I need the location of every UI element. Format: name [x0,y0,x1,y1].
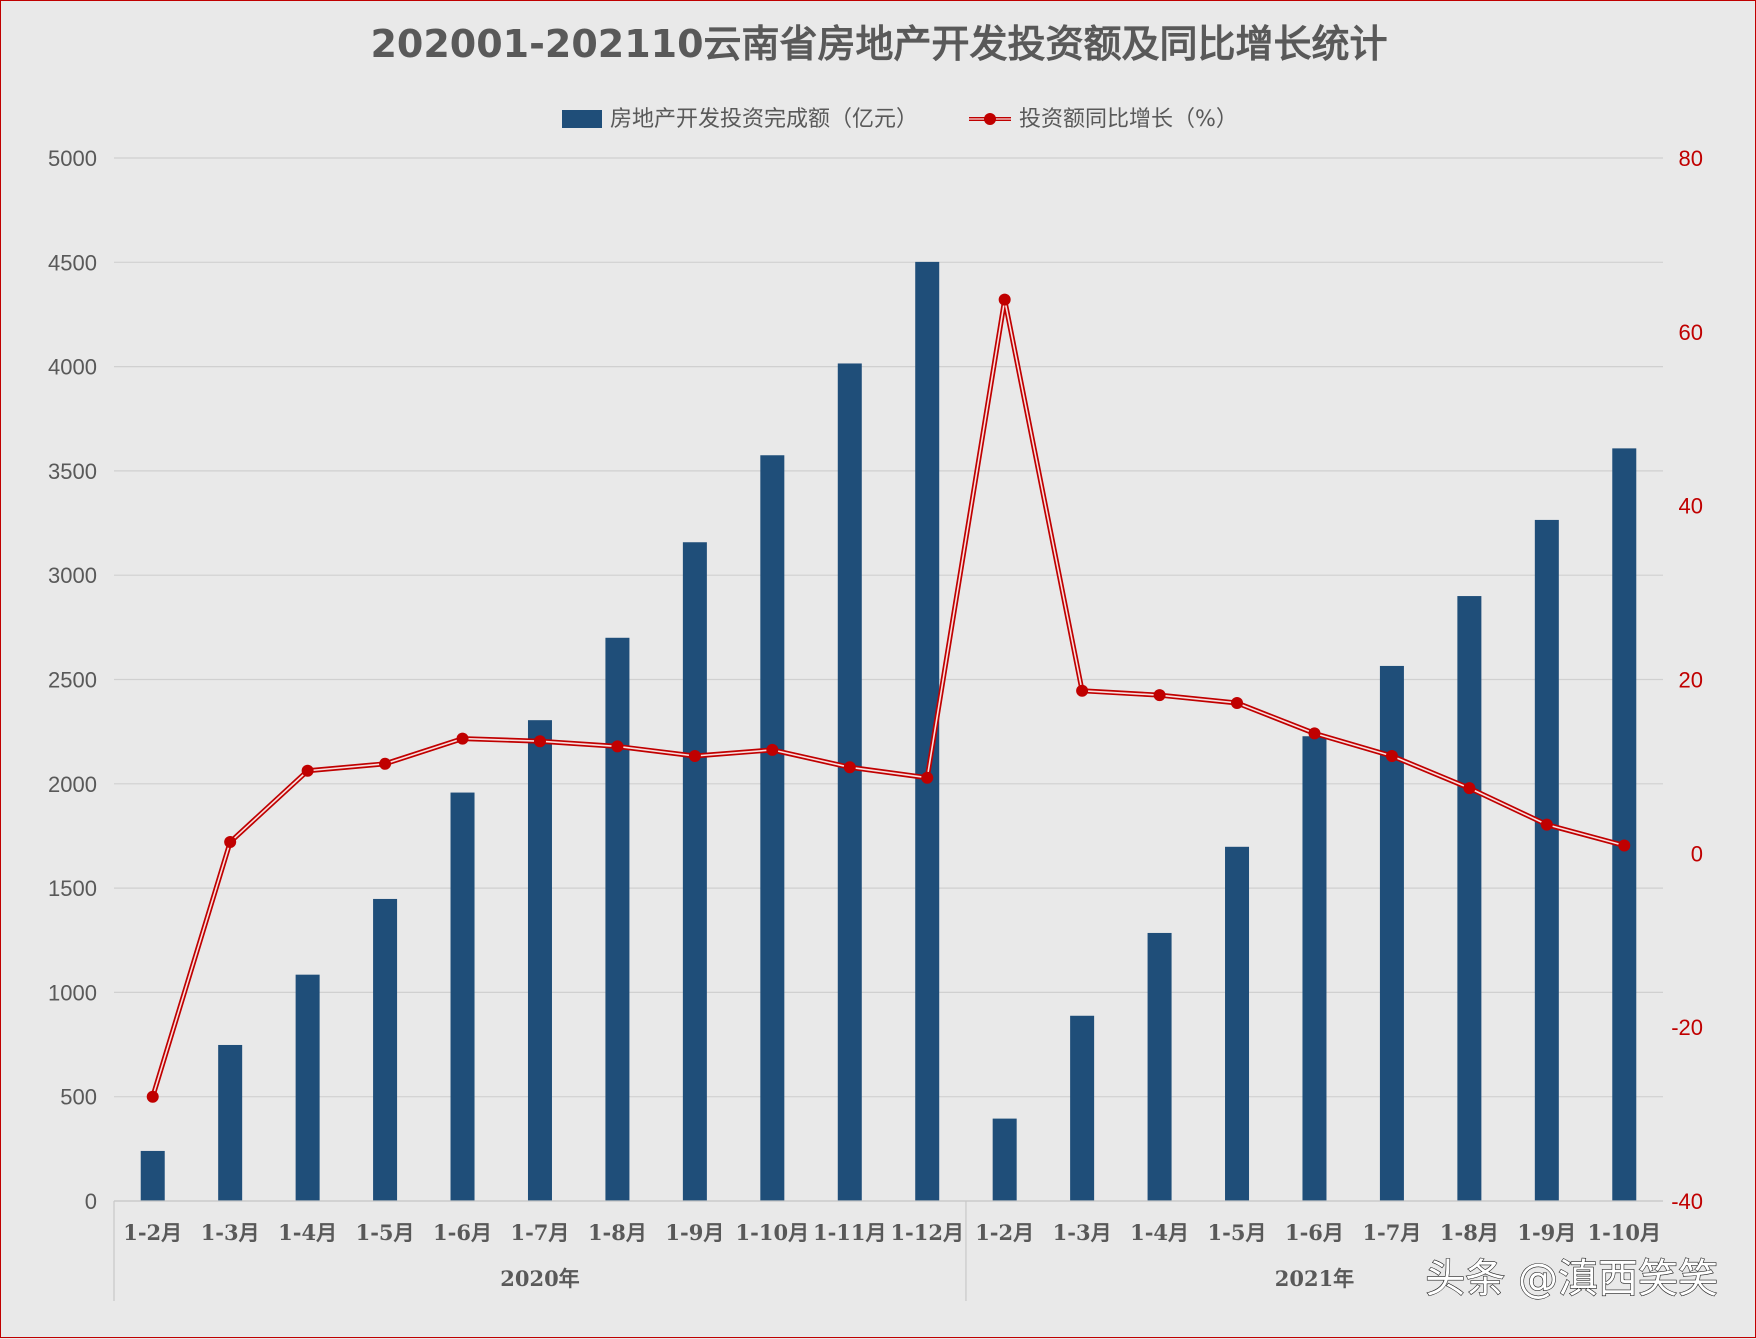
left-tick-label: 4000 [48,355,97,380]
category-label: 1-2月 [975,1220,1034,1245]
left-tick-label: 4500 [48,250,97,275]
bar [1147,932,1172,1201]
category-label: 1-5月 [1208,1220,1267,1245]
line-point [1153,689,1166,702]
left-tick-label: 2500 [48,668,97,693]
category-label: 1-11月 [813,1220,887,1245]
right-tick-label: 40 [1679,494,1703,519]
line-point [1231,696,1244,709]
bar [1225,846,1250,1201]
line-point [224,836,237,849]
left-tick-label: 3000 [48,563,97,588]
category-label: 1-10月 [736,1220,810,1245]
category-label: 1-3月 [201,1220,260,1245]
bar [1070,1015,1095,1201]
category-label: 1-5月 [356,1220,415,1245]
category-label: 1-3月 [1053,1220,1112,1245]
line-point [533,735,546,748]
category-label: 1-9月 [1517,1220,1576,1245]
bar-series [140,261,1637,1201]
line-point [921,771,934,784]
x-axis: 1-2月 1-3月 1-4月 1-5月 1-6月 1-7月 1-8月 1-9月 1-10月 1-1… [113,1200,1663,1301]
category-label: 1-6月 [1285,1220,1344,1245]
bar [1612,448,1637,1201]
line-point [688,749,701,762]
bar [1534,519,1559,1201]
bar [1379,665,1404,1201]
line-point [379,757,392,770]
right-tick-label: 0 [1691,841,1703,866]
line-point [843,761,856,774]
bar [760,455,785,1201]
line-point [1540,818,1553,831]
gridlines [114,157,1663,1202]
line-point [1385,749,1398,762]
bar [218,1044,243,1201]
left-axis-ticks: 0 500 1000 1500 2000 2500 3000 3500 4000 4500 5000 [48,146,97,1214]
line-point [998,293,1011,306]
bar [682,542,707,1201]
category-label: 1-6月 [433,1220,492,1245]
left-tick-label: 2000 [48,772,97,797]
right-tick-label: -40 [1671,1189,1703,1214]
bar [373,898,398,1201]
legend-line-label: 投资额同比增长（%） [1019,107,1238,132]
line-point [1308,727,1321,740]
right-axis-ticks: -40 -20 0 20 40 60 80 [1671,146,1703,1214]
line-point [766,743,779,756]
bar [295,974,320,1201]
line-point [1076,684,1089,697]
bar [1457,596,1482,1201]
group-label: 2021年 [1275,1266,1354,1291]
category-label: 1-2月 [123,1220,182,1245]
category-label: 1-9月 [665,1220,724,1245]
line-point [146,1090,159,1103]
left-tick-label: 0 [85,1189,97,1214]
legend-bar-swatch [562,110,602,128]
left-tick-label: 1500 [48,876,97,901]
line-point [301,764,314,777]
category-label: 1-12月 [890,1220,964,1245]
group-label: 2020年 [500,1266,579,1291]
right-tick-label: 80 [1679,146,1703,171]
line-point [456,732,469,745]
category-label: 1-10月 [1587,1220,1661,1245]
left-tick-label: 5000 [48,146,97,171]
bar [605,637,630,1201]
category-label: 1-8月 [1440,1220,1499,1245]
bar [837,363,862,1201]
line-series [146,293,1631,1103]
category-label: 1-7月 [1362,1220,1421,1245]
left-tick-label: 500 [60,1085,97,1110]
chart-title: 202001-202110云南省房地产开发投资额及同比增长统计 [370,22,1387,66]
watermark: 头条 @滇西笑笑 [1425,1256,1718,1302]
legend-line-marker [984,113,996,125]
category-label: 1-4月 [1130,1220,1189,1245]
legend: 房地产开发投资完成额（亿元） 投资额同比增长（%） [562,107,1238,132]
line-point [1463,782,1476,795]
left-tick-label: 3500 [48,459,97,484]
line-path-highlight [151,298,1625,1097]
legend-bar-label: 房地产开发投资完成额（亿元） [610,107,918,132]
bar [140,1150,165,1201]
right-tick-label: 60 [1679,320,1703,345]
right-tick-label: -20 [1671,1015,1703,1040]
line-point [1618,839,1631,852]
bar [1302,736,1327,1201]
category-label: 1-8月 [588,1220,647,1245]
bar [527,720,552,1201]
right-tick-label: 20 [1679,668,1703,693]
line-point [611,740,624,753]
category-label: 1-4月 [278,1220,337,1245]
left-tick-label: 1000 [48,980,97,1005]
category-label: 1-7月 [510,1220,569,1245]
bar [450,792,475,1201]
bar [992,1118,1017,1201]
